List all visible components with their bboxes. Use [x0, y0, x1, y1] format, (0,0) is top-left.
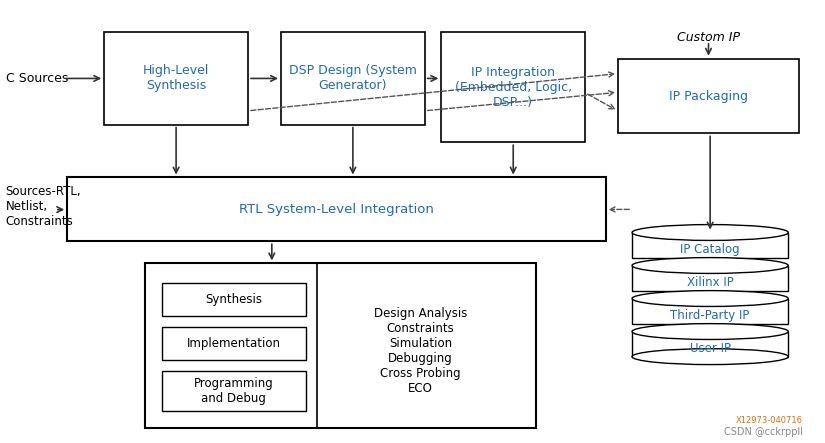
Bar: [281, 32, 425, 124]
Text: Implementation: Implementation: [186, 337, 280, 350]
Text: IP Packaging: IP Packaging: [669, 89, 748, 102]
Ellipse shape: [632, 324, 788, 339]
Text: Sources-RTL,
Netlist,
Constraints: Sources-RTL, Netlist, Constraints: [6, 185, 81, 228]
Bar: [632, 331, 788, 357]
Text: CSDN @cckrppll: CSDN @cckrppll: [724, 427, 803, 437]
Text: Custom IP: Custom IP: [677, 31, 740, 44]
Bar: [441, 32, 585, 142]
Bar: [145, 263, 535, 428]
Bar: [162, 371, 305, 411]
Bar: [104, 32, 248, 124]
Text: User IP: User IP: [690, 342, 731, 354]
Ellipse shape: [632, 257, 788, 273]
Text: IP Catalog: IP Catalog: [681, 242, 740, 256]
Bar: [632, 233, 788, 257]
Ellipse shape: [632, 225, 788, 241]
Ellipse shape: [632, 291, 788, 307]
Bar: [162, 283, 305, 316]
Text: X12973-040716: X12973-040716: [736, 416, 803, 425]
Text: DSP Design (System
Generator): DSP Design (System Generator): [289, 64, 417, 93]
Text: C Sources: C Sources: [6, 72, 68, 85]
Bar: [632, 265, 788, 291]
Text: Xilinx IP: Xilinx IP: [686, 276, 733, 288]
Bar: [67, 178, 606, 241]
Text: Synthesis: Synthesis: [205, 293, 262, 306]
Bar: [632, 299, 788, 324]
Ellipse shape: [632, 349, 788, 365]
Text: RTL System-Level Integration: RTL System-Level Integration: [239, 203, 434, 216]
Bar: [162, 327, 305, 360]
Bar: [618, 58, 799, 133]
Text: Design Analysis
Constraints
Simulation
Debugging
Cross Probing
ECO: Design Analysis Constraints Simulation D…: [374, 307, 468, 395]
Text: IP Integration
(Embedded, Logic,
DSP...): IP Integration (Embedded, Logic, DSP...): [455, 66, 572, 109]
Text: Third-Party IP: Third-Party IP: [671, 308, 750, 322]
Text: Programming
and Debug: Programming and Debug: [194, 377, 274, 405]
Text: High-Level
Synthesis: High-Level Synthesis: [143, 64, 210, 93]
